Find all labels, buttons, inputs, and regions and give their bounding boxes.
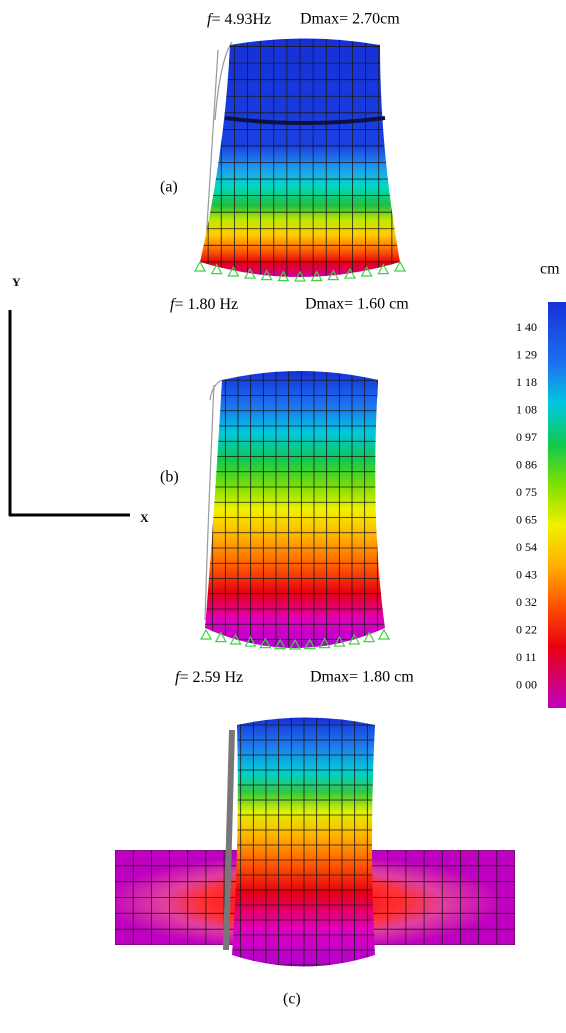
figure: f= 4.93Hz Dmax= 2.70cm (a) Y X cm 1 401 …: [0, 0, 566, 1033]
frequency-value: = 1.80 Hz: [174, 296, 238, 313]
frequency: f= 2.59 Hz: [175, 669, 243, 686]
colorbar-label: 0 75: [516, 485, 537, 499]
colorbar-label: 1 08: [516, 402, 537, 416]
tower-b: [205, 371, 385, 648]
colorbar-label: 0 11: [516, 650, 537, 664]
dmax: Dmax= 1.80 cm: [310, 669, 414, 686]
colorbar-label: 0 32: [516, 595, 537, 609]
panel-label: (a): [160, 179, 178, 196]
dmax: Dmax= 1.60 cm: [305, 296, 409, 313]
support: [379, 630, 389, 639]
colorbar-label: 1 40: [516, 320, 537, 334]
frequency-value: = 4.93Hz: [211, 11, 271, 28]
colorbar-labels: 1 40 1 29 1 18 1 08 0 97 0 86 0 75 0 65 0 54 0 43…: [516, 320, 537, 692]
support: [201, 630, 211, 639]
axis-label-y: Y: [12, 275, 21, 289]
colorbar-label: 0 54: [516, 540, 537, 554]
panel-label: (b): [160, 469, 179, 486]
frequency: f= 4.93Hz: [207, 11, 271, 28]
colorbar-label: 0 00: [516, 677, 537, 691]
colorbar-label: 1 18: [516, 375, 537, 389]
colorbar-label: 0 43: [516, 567, 537, 581]
frequency-value: = 2.59 Hz: [179, 669, 243, 686]
colorbar-label: 0 97: [516, 430, 537, 444]
colorbar: [548, 302, 566, 708]
frequency: f= 1.80 Hz: [170, 296, 238, 313]
axis-label-x: X: [140, 511, 149, 525]
panel-label: (c): [283, 991, 301, 1008]
colorbar-unit: cm: [540, 261, 560, 278]
colorbar-label: 0 86: [516, 457, 537, 471]
mesh: [200, 365, 390, 670]
colorbar-label: 0 65: [516, 512, 537, 526]
support: [395, 262, 405, 271]
colorbar-label: 0 22: [516, 622, 537, 636]
dmax: Dmax= 2.70cm: [300, 11, 400, 28]
colorbar-label: 1 29: [516, 347, 537, 361]
support: [195, 262, 205, 271]
